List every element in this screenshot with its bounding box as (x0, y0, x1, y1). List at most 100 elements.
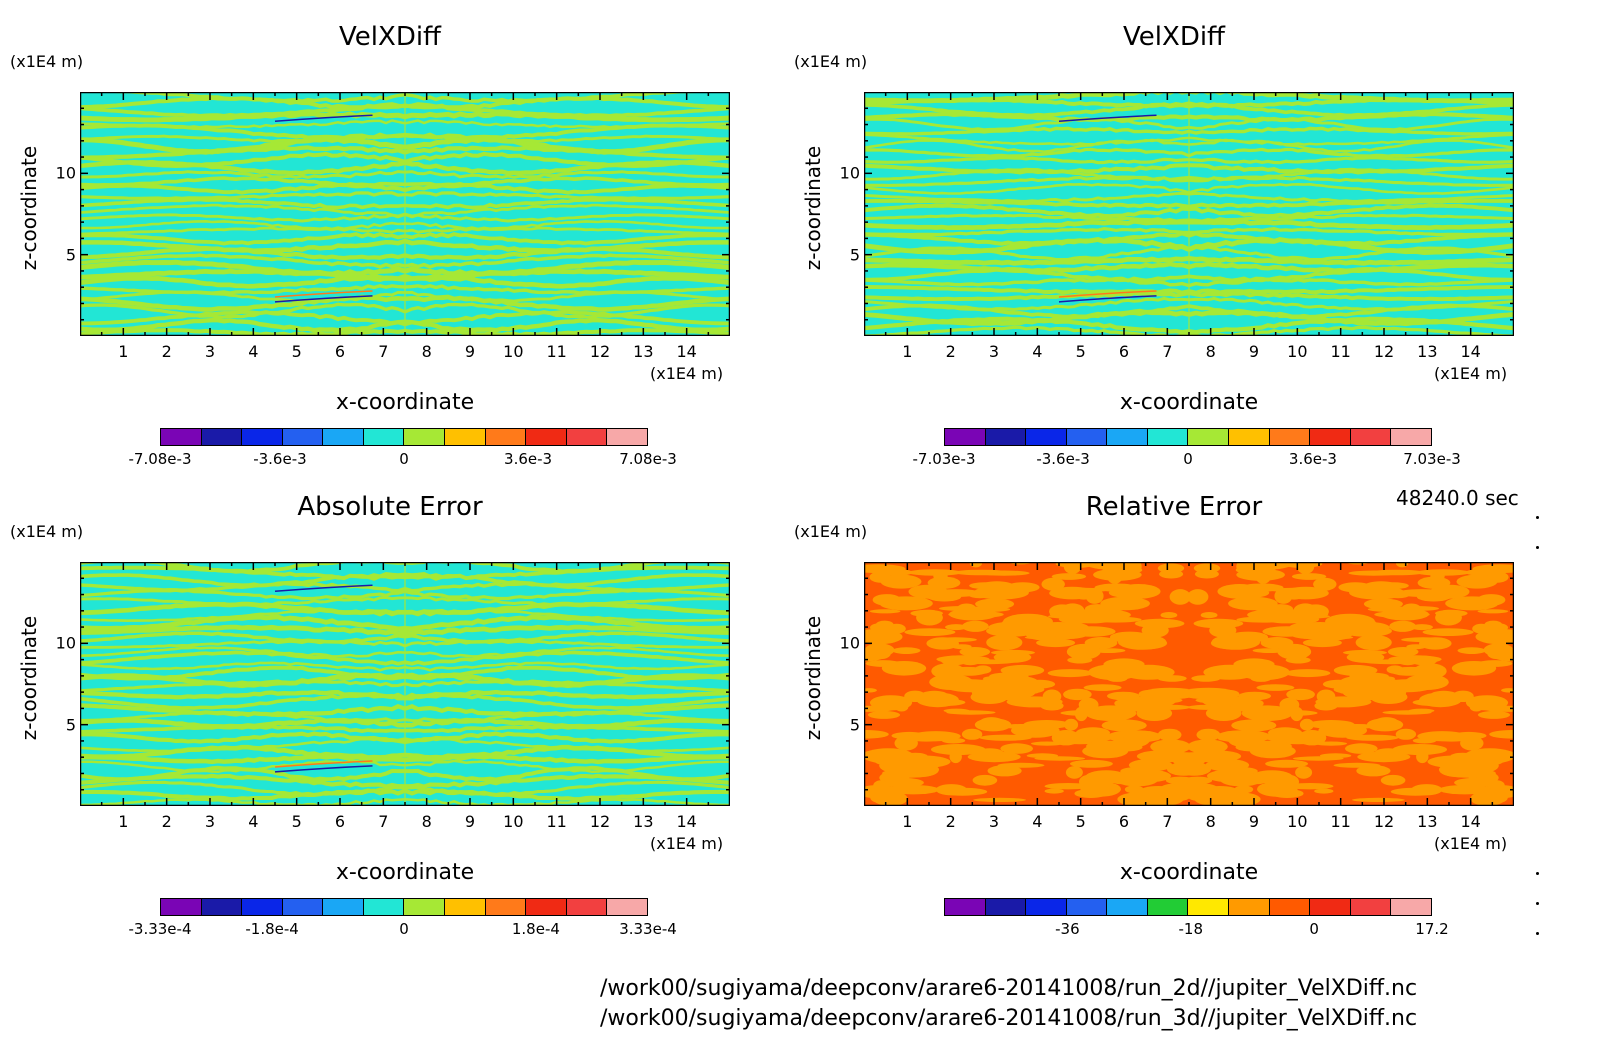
field-blob (1083, 684, 1122, 691)
field-stripe (80, 639, 406, 649)
file-paths: /work00/sugiyama/deepconv/arare6-2014100… (600, 974, 1417, 1034)
field-blob (1374, 717, 1399, 727)
colorbar-tick-label: -7.03e-3 (912, 450, 976, 468)
colorbar-tick-label: -18 (1178, 920, 1203, 938)
field-blob (933, 572, 948, 581)
field-stripe (80, 309, 406, 326)
x-tick-label: 12 (589, 812, 611, 831)
colorbar-segment (1147, 429, 1189, 445)
colorbar-segment (445, 429, 486, 445)
field-blob (1410, 624, 1433, 631)
field-stripe (404, 232, 730, 246)
x-tick-label: 5 (291, 342, 302, 361)
colorbar (944, 428, 1432, 446)
field-blob (916, 609, 943, 626)
field-stripe (404, 182, 730, 195)
field-blob (1318, 723, 1367, 738)
field-blob (1044, 788, 1064, 794)
field-stripe (403, 145, 730, 160)
field-stripe (80, 661, 406, 672)
field-stripe (864, 112, 1191, 123)
field-stripe (864, 163, 1190, 175)
field-blob (1285, 656, 1311, 664)
colorbar-tick-label: 17.2 (1415, 920, 1449, 938)
decor-dot (1536, 516, 1539, 519)
field-blob (1187, 704, 1232, 710)
field-stripe (864, 147, 1190, 158)
colorbar-segment (363, 899, 405, 915)
field-accent (274, 114, 373, 123)
field-blob (937, 787, 988, 796)
field-blob (949, 667, 988, 676)
field-blob (1442, 768, 1496, 778)
field-stripe (864, 267, 1190, 283)
field-blob (970, 690, 1009, 704)
field-stripe (404, 309, 730, 326)
x-tick-label: 2 (161, 342, 172, 361)
x-tick-labels: 1 2 3 4 5 6 7 8 9 10 11 12 13 14 (80, 342, 730, 364)
field-stripe (864, 198, 1190, 209)
field-blob (921, 690, 948, 699)
field-blob (1107, 691, 1140, 701)
field-stripe (403, 159, 730, 176)
field-stripe (1188, 231, 1514, 246)
x-tick-label: 13 (633, 812, 654, 831)
x-unit-label: (x1E4 m) (650, 834, 724, 853)
heatmap-field (80, 92, 730, 336)
field-blob (1451, 661, 1497, 676)
field-blob (1477, 609, 1509, 614)
colorbar-segment (1107, 429, 1148, 445)
x-unit-label: (x1E4 m) (1434, 834, 1508, 853)
field-blob (1186, 750, 1242, 763)
colorbar-segment (323, 899, 364, 915)
chart-title: VelXDiff (339, 22, 441, 52)
field-accent (274, 765, 373, 773)
field-blob (1314, 788, 1334, 794)
colorbar-segment (404, 429, 446, 445)
field-blob (1430, 572, 1445, 581)
field-blob (1146, 704, 1191, 710)
colorbar-segment (1229, 429, 1270, 445)
x-tick-label: 10 (1287, 812, 1308, 831)
field-stripe (80, 213, 406, 223)
field-stripe (80, 232, 406, 246)
field-blob (962, 620, 989, 632)
field-stripe (80, 571, 406, 588)
field-blob (1254, 706, 1287, 714)
field-blob (1299, 718, 1314, 731)
y-unit-label: (x1E4 m) (794, 52, 868, 71)
y-tick-labels: 5 10 (814, 92, 860, 336)
field-stripe (80, 624, 407, 637)
field-blob (887, 785, 940, 795)
field-blob (1285, 669, 1331, 678)
field-stripe (404, 123, 730, 140)
field-blob (1196, 728, 1221, 741)
colorbar-segment (985, 899, 1027, 915)
field-blob (1387, 647, 1419, 657)
field-blob (1390, 787, 1441, 796)
colorbar-segment (161, 429, 202, 445)
field-blob (1257, 781, 1298, 797)
x-tick-label: 3 (988, 342, 1000, 361)
field-blob (1132, 770, 1171, 782)
field-blob (1417, 576, 1451, 589)
field-blob (979, 734, 1032, 741)
colorbar-segment (445, 899, 486, 915)
field-stripe (80, 318, 407, 333)
field-blob (1338, 582, 1373, 593)
x-tick-label: 4 (1032, 342, 1043, 361)
field-stripe (1188, 117, 1514, 132)
x-tick-label: 1 (902, 812, 913, 831)
field-blob (1256, 684, 1295, 691)
field-stripe (80, 145, 407, 160)
field-blob (1183, 776, 1213, 785)
field-blob (961, 728, 983, 740)
field-stripe (403, 294, 730, 312)
x-tick-label: 7 (1162, 812, 1173, 831)
field-blob (1412, 698, 1457, 706)
x-tick-label: 5 (1075, 342, 1086, 361)
field-stripe (403, 614, 730, 632)
field-stripe (864, 236, 1191, 255)
field-stripe (403, 773, 730, 789)
y-tick-label: 10 (55, 633, 76, 653)
